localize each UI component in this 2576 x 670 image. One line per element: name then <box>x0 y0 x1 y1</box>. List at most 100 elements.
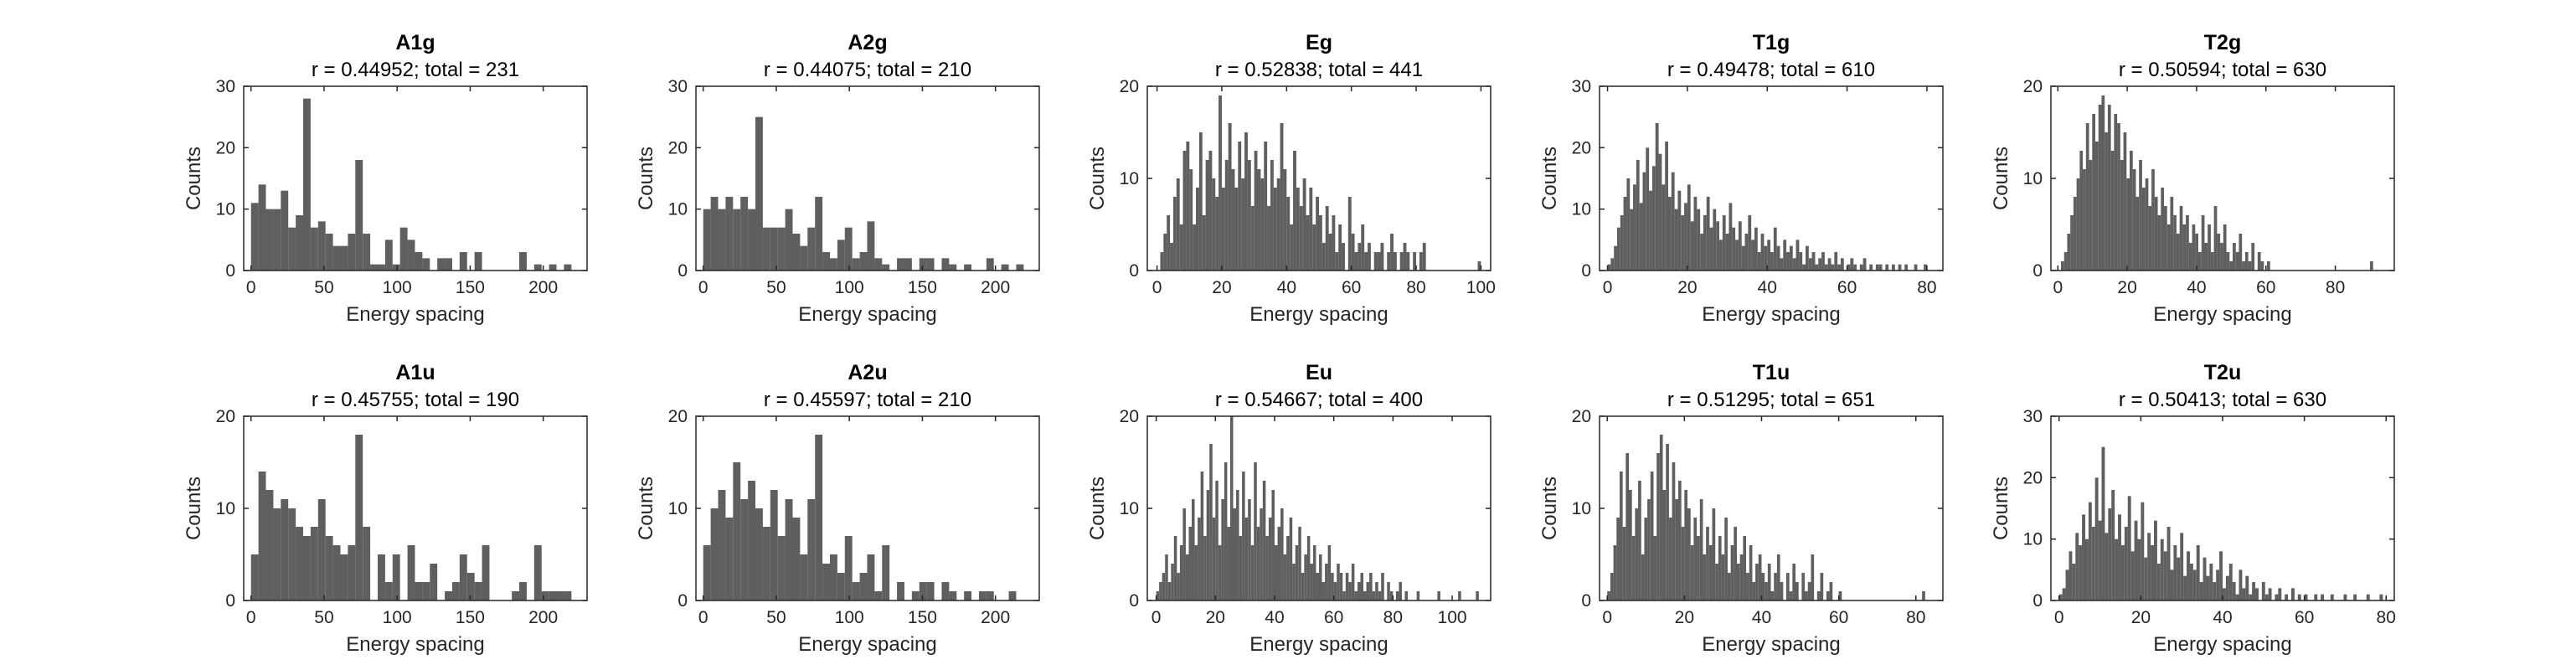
histogram-bar <box>2067 234 2071 271</box>
subplot-a1u: 0 50 100 150 200 0 10 20 A1u r = 0.45755; total =… <box>183 361 588 656</box>
histogram-bar <box>1677 481 1682 600</box>
histogram-bar <box>1375 582 1378 600</box>
histogram-bar <box>1732 227 1736 271</box>
histogram-bar <box>549 591 557 600</box>
subplot-a2g: 0 50 100 150 200 0 10 20 30 A2g r = 0.44075; total… <box>635 31 1040 326</box>
histogram-bar <box>1898 264 1902 271</box>
histogram-bar <box>355 160 363 271</box>
subplot-title: T1u <box>1753 361 1790 384</box>
x-tick-label: 0 <box>1602 608 1612 627</box>
histogram-bar <box>1212 178 1216 271</box>
histogram-bar <box>1212 518 1216 600</box>
x-tick-label: 200 <box>981 278 1010 297</box>
histogram-bar <box>1260 178 1265 271</box>
histogram-bar <box>310 227 318 271</box>
y-tick-label: 20 <box>1572 138 1591 157</box>
histogram-bar <box>1891 264 1895 271</box>
histogram-bar <box>1363 591 1367 600</box>
histogram-bar <box>2105 132 2108 271</box>
histogram-bar <box>800 245 808 271</box>
histogram-bar <box>1342 591 1346 600</box>
histogram-bar <box>325 234 333 271</box>
histogram-bar <box>2252 582 2256 600</box>
histogram-bar <box>384 240 393 271</box>
histogram-bar <box>2144 557 2148 600</box>
histogram-bar <box>2062 588 2066 600</box>
histogram-bar <box>2092 114 2096 271</box>
histogram-bar <box>325 536 333 600</box>
histogram-bar <box>748 481 756 600</box>
histogram-bar <box>2098 105 2102 271</box>
x-tick-label: 100 <box>835 278 864 297</box>
histogram-bar <box>348 545 356 600</box>
y-tick-label: 30 <box>668 77 688 96</box>
histogram-bar <box>2192 570 2197 600</box>
histogram-bar <box>926 582 935 600</box>
histogram-bar <box>1167 582 1172 600</box>
histogram-bar <box>355 435 363 600</box>
histogram-bar <box>1734 527 1737 600</box>
histogram-bar <box>2209 564 2213 600</box>
histogram-bar <box>1709 227 1713 271</box>
histogram-bar <box>1306 536 1311 600</box>
x-tick-label: 0 <box>1151 608 1162 627</box>
histogram-bar <box>1378 591 1382 600</box>
histogram-bar <box>1242 472 1245 600</box>
histogram-bar <box>1299 206 1303 271</box>
histogram-bar <box>2120 545 2125 600</box>
histogram-bar <box>2166 527 2171 600</box>
histogram-bar <box>2314 594 2318 600</box>
x-tick-label: 100 <box>383 608 412 627</box>
histogram-bar <box>1254 462 1257 600</box>
x-tick-label: 40 <box>1752 608 1771 627</box>
histogram-bar <box>1613 545 1617 600</box>
histogram-bar <box>822 252 830 271</box>
histogram-bar <box>1829 582 1833 600</box>
histogram-bar <box>2195 234 2199 271</box>
histogram-bar <box>1325 564 1328 600</box>
histogram-bar <box>867 221 875 271</box>
histogram-bar <box>415 582 423 600</box>
histogram-bar <box>1687 184 1691 271</box>
histogram-bar <box>1721 554 1725 600</box>
histogram-bar <box>407 545 415 600</box>
histogram-bar <box>1715 564 1718 600</box>
histogram-bar <box>2126 178 2130 271</box>
histogram-bar <box>1770 591 1775 600</box>
histogram-bar <box>1224 160 1229 271</box>
histogram-bar <box>1789 591 1793 600</box>
histogram-bar <box>1824 264 1828 271</box>
histogram-bar <box>1650 472 1654 600</box>
histogram-bar <box>2229 261 2233 271</box>
axes-box <box>243 85 588 271</box>
y-tick-label: 0 <box>225 261 235 281</box>
histogram-bar <box>1198 132 1203 271</box>
histogram-bar <box>1718 536 1722 600</box>
x-tick-label: 60 <box>1837 278 1857 297</box>
histogram-bar <box>2085 123 2089 271</box>
histogram-bar <box>2115 539 2119 600</box>
histogram-bar <box>392 554 400 600</box>
histogram-bar <box>2058 594 2063 600</box>
histogram-bar <box>1286 197 1291 271</box>
histogram-bar <box>1922 591 1925 600</box>
histogram-bar <box>2157 215 2161 271</box>
histogram-bar <box>1208 151 1213 271</box>
histogram-bar <box>1354 591 1358 600</box>
histogram-bar <box>852 582 860 600</box>
histogram-bar <box>519 252 527 271</box>
histogram-bar <box>459 252 467 271</box>
x-tick-label: 40 <box>2213 608 2232 627</box>
histogram-bar <box>2330 594 2334 600</box>
histogram-bar <box>363 527 371 600</box>
subplot-title: A1u <box>395 361 435 384</box>
histogram-bar <box>2173 215 2177 271</box>
histogram-bar <box>2137 539 2141 600</box>
histogram-bar <box>1728 203 1733 271</box>
histogram-bar <box>1171 564 1174 600</box>
x-tick-label: 50 <box>766 278 786 297</box>
histogram-bar <box>1188 527 1193 600</box>
histogram-bar <box>2261 582 2265 600</box>
histogram-bar <box>1189 169 1193 271</box>
histogram-bar <box>2070 215 2074 271</box>
